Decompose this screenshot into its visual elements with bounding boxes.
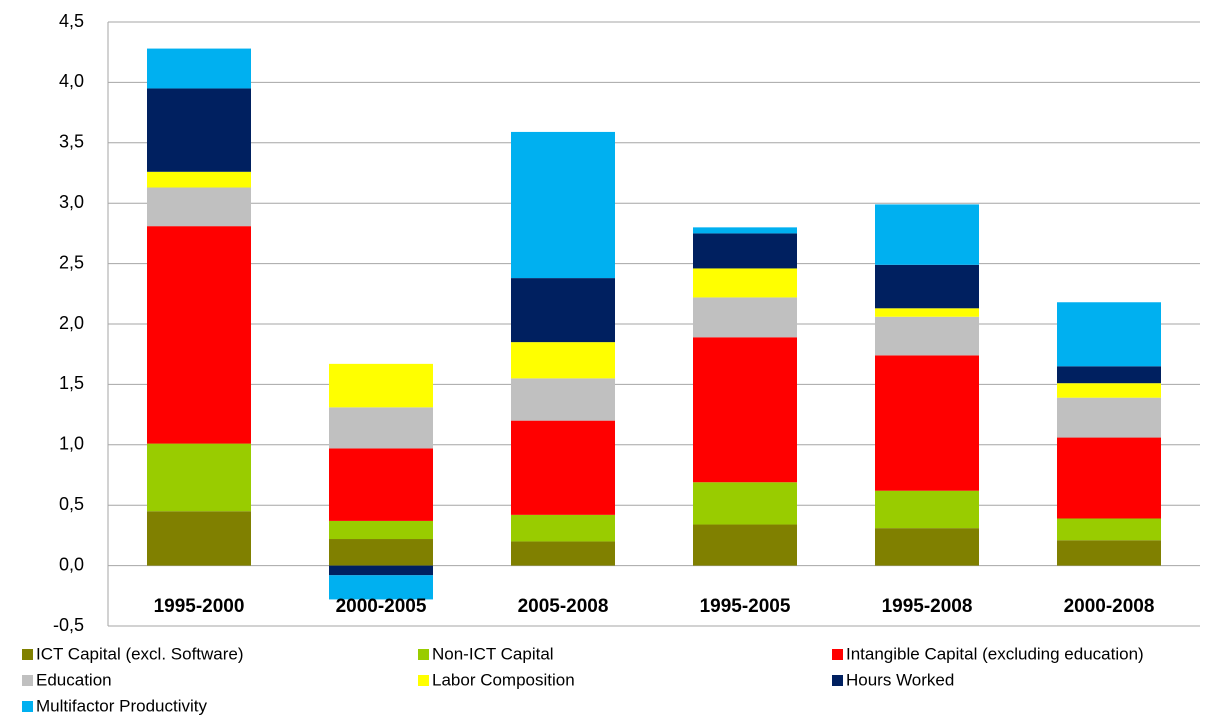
legend-swatch xyxy=(22,649,33,660)
bar-segment xyxy=(329,448,433,521)
x-tick-label: 2005-2008 xyxy=(518,596,609,617)
y-tick-label: 1,0 xyxy=(59,434,84,454)
x-tick-label: 1995-2005 xyxy=(700,596,791,617)
legend-label: Labor Composition xyxy=(432,670,575,689)
y-tick-label: -0,5 xyxy=(53,615,84,635)
bar-segment xyxy=(693,482,797,525)
bar-segment xyxy=(693,297,797,338)
bar-segment xyxy=(875,316,979,356)
bar-segment xyxy=(511,278,615,343)
legend-label: Hours Worked xyxy=(846,670,954,689)
bar-segment xyxy=(329,520,433,540)
y-tick-label: 3,0 xyxy=(59,192,84,212)
x-tick-label: 1995-2000 xyxy=(154,596,245,617)
bar-segment xyxy=(875,528,979,566)
bar-segment xyxy=(693,233,797,269)
x-tick-label: 1995-2008 xyxy=(882,596,973,617)
bar-segment xyxy=(511,514,615,542)
bar-segment xyxy=(147,187,251,227)
bar-segment xyxy=(147,171,251,188)
legend-label: ICT Capital (excl. Software) xyxy=(36,644,244,663)
bar-segment xyxy=(147,88,251,172)
legend-label: Intangible Capital (excluding education) xyxy=(846,644,1144,663)
y-tick-label: 0,0 xyxy=(59,554,84,574)
bar-segment xyxy=(329,565,433,576)
bar-segment xyxy=(147,226,251,444)
legend-label: Non-ICT Capital xyxy=(432,644,554,663)
legend-swatch xyxy=(832,649,843,660)
legend-swatch xyxy=(418,649,429,660)
bar-segment xyxy=(147,443,251,512)
legend-label: Multifactor Productivity xyxy=(36,696,207,715)
y-tick-label: 0,5 xyxy=(59,494,84,514)
x-tick-label: 2000-2005 xyxy=(336,596,427,617)
y-tick-label: 2,5 xyxy=(59,252,84,272)
bar-segment xyxy=(693,268,797,298)
legend-swatch xyxy=(418,675,429,686)
bar-segment xyxy=(875,308,979,317)
bar-segment xyxy=(1057,397,1161,438)
bar-segment xyxy=(147,48,251,89)
bar-segment xyxy=(147,511,251,566)
bar-segment xyxy=(329,539,433,566)
bar-segment xyxy=(329,363,433,408)
bar-segment xyxy=(693,524,797,566)
bar-segment xyxy=(511,378,615,421)
x-tick-label: 2000-2008 xyxy=(1064,596,1155,617)
bar-segment xyxy=(1057,518,1161,541)
bar-segment xyxy=(693,227,797,234)
bar-segment xyxy=(511,131,615,279)
bar-segment xyxy=(511,541,615,566)
bar-segment xyxy=(511,342,615,379)
legend-label: Education xyxy=(36,670,112,689)
y-tick-label: 4,5 xyxy=(59,11,84,31)
y-tick-label: 3,5 xyxy=(59,132,84,152)
bar-segment xyxy=(875,490,979,529)
bar-segment xyxy=(329,407,433,449)
bar-segment xyxy=(511,420,615,515)
bar-segment xyxy=(1057,383,1161,398)
bar-segment xyxy=(329,575,433,600)
y-tick-label: 2,0 xyxy=(59,313,84,333)
bar-segment xyxy=(1057,302,1161,367)
y-tick-label: 4,0 xyxy=(59,71,84,91)
bar-segment xyxy=(1057,437,1161,519)
y-tick-label: 1,5 xyxy=(59,373,84,393)
bar-segment xyxy=(1057,366,1161,384)
bar-segment xyxy=(693,337,797,483)
bar-segment xyxy=(1057,540,1161,566)
bar-segment xyxy=(875,204,979,265)
legend-swatch xyxy=(22,675,33,686)
legend-swatch xyxy=(22,701,33,712)
bar-segment xyxy=(875,355,979,491)
legend-swatch xyxy=(832,675,843,686)
bar-segment xyxy=(875,264,979,309)
